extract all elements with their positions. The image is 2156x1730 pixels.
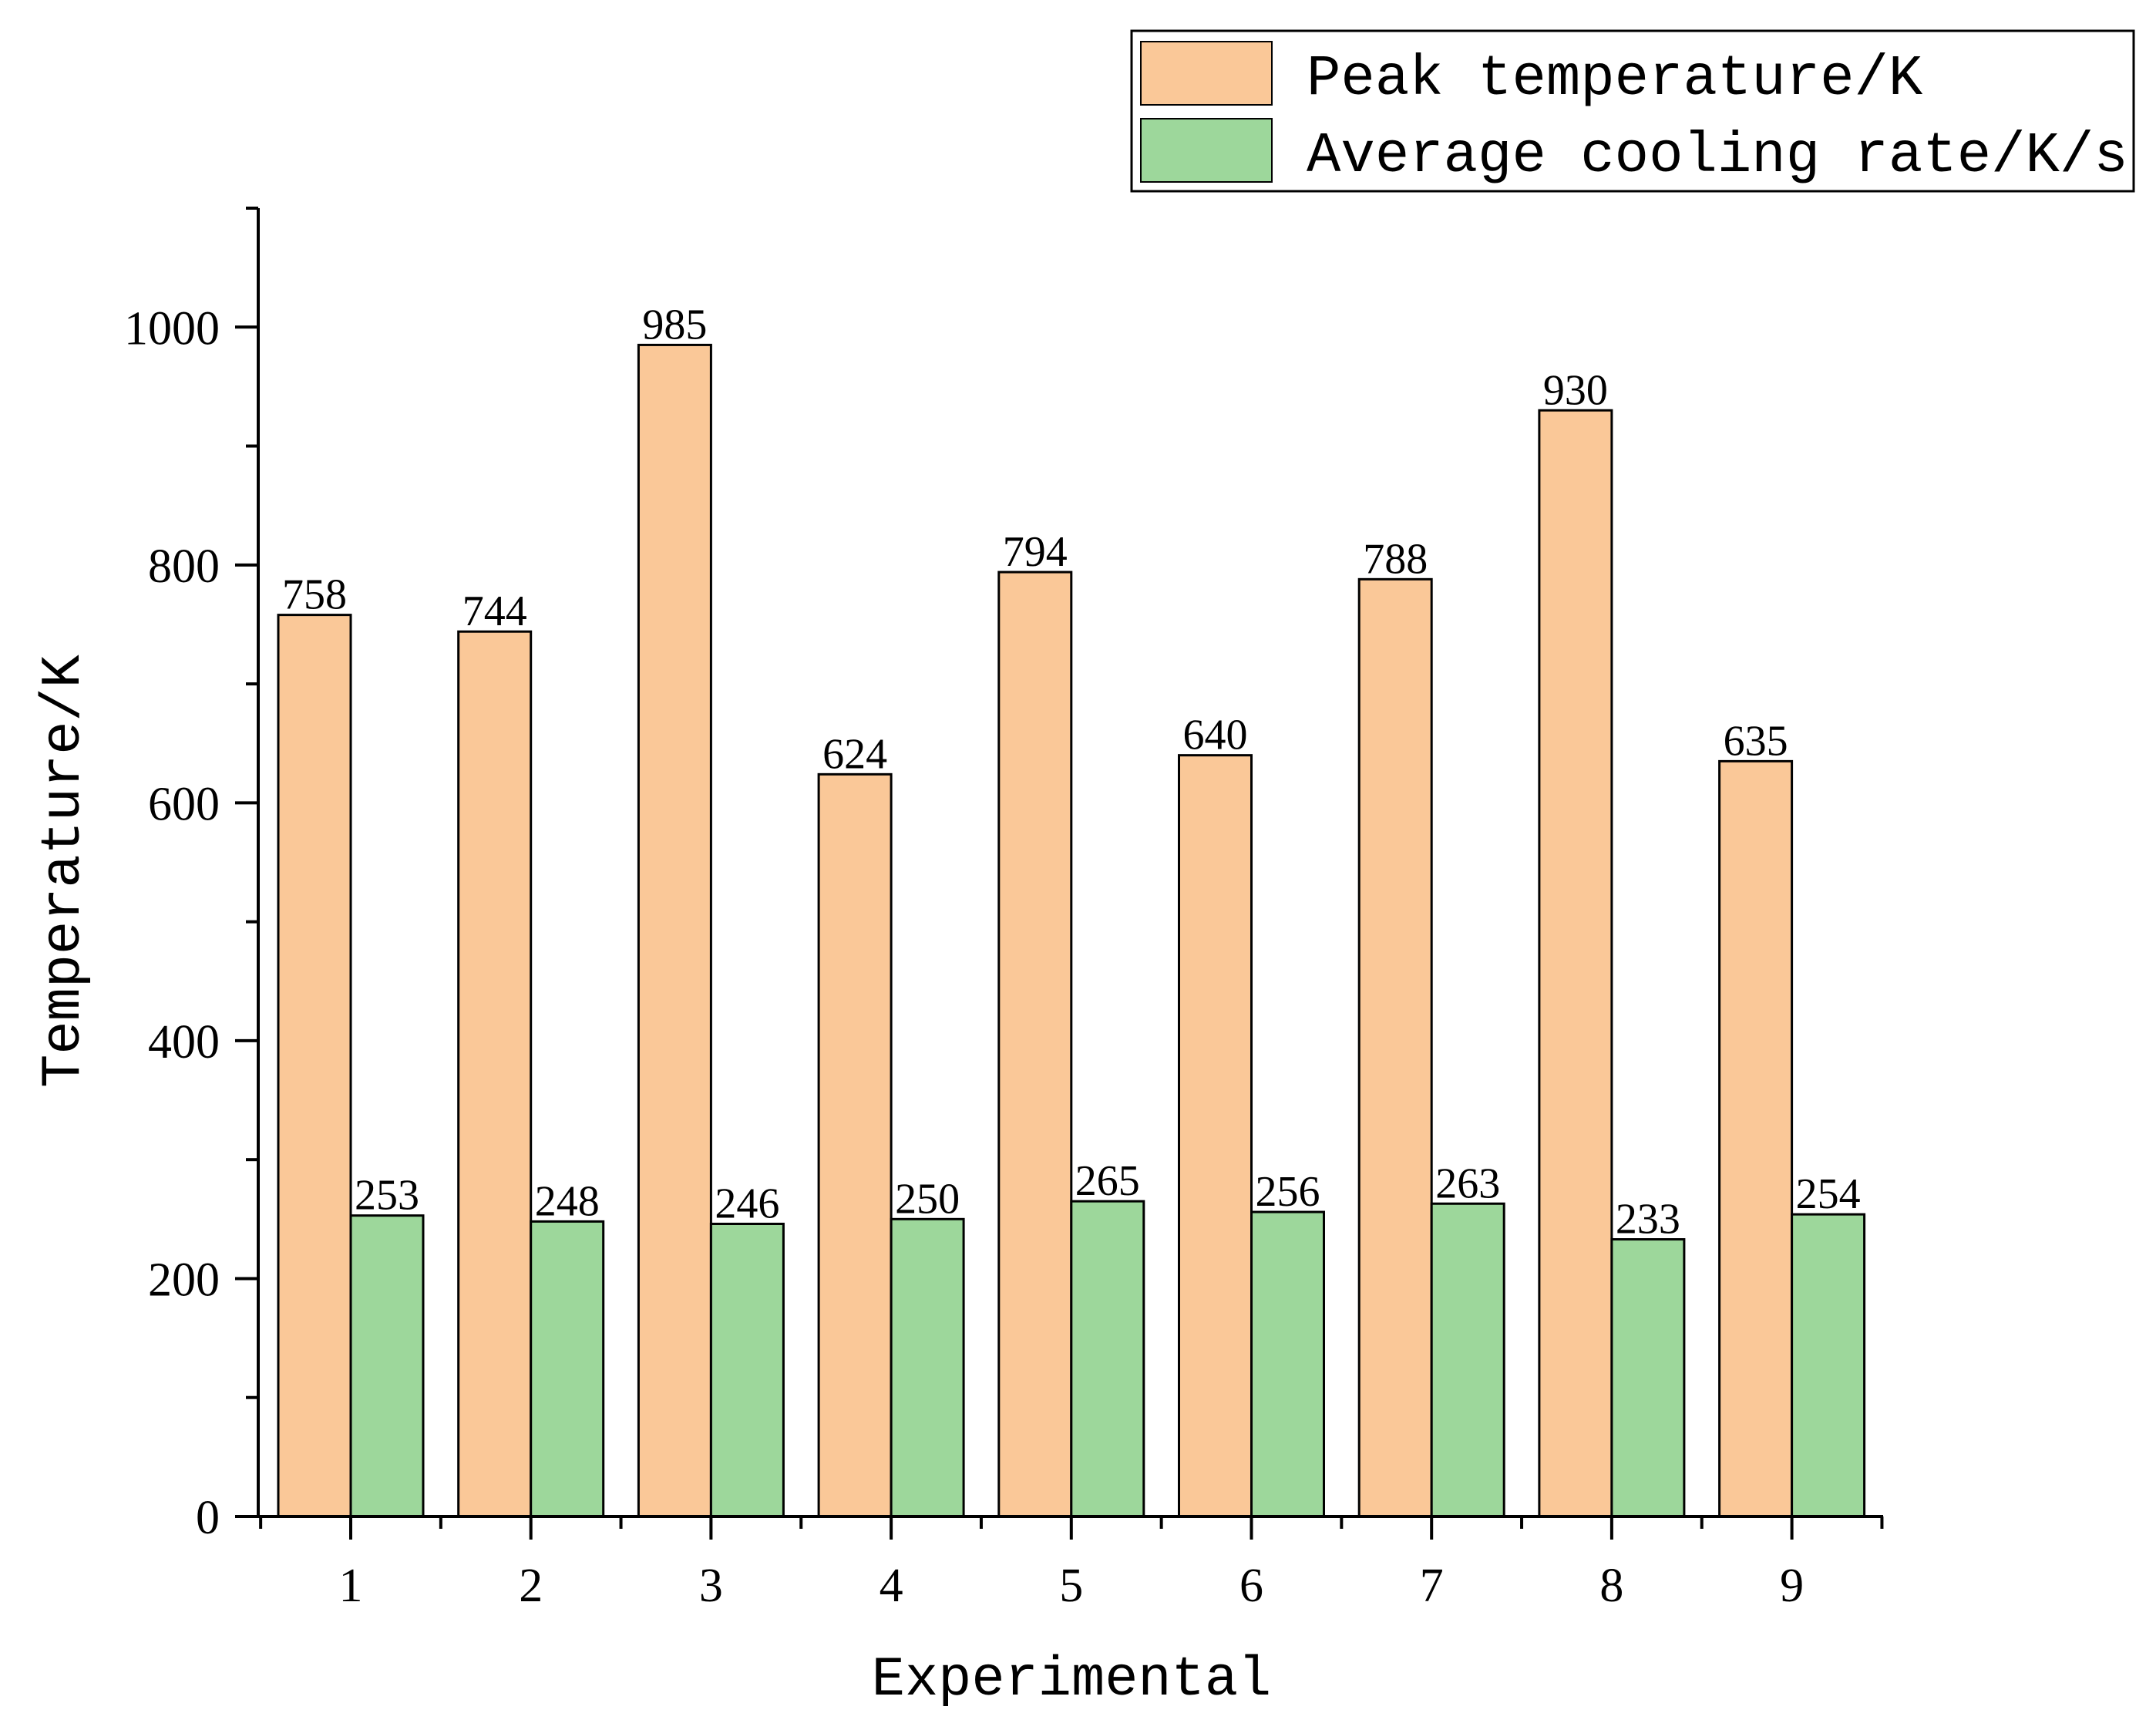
bar-cooling-rate-7 (1430, 1202, 1505, 1518)
value-label-peak-temperature-3: 985 (642, 301, 707, 348)
value-label-peak-temperature-1: 758 (282, 571, 347, 619)
x-axis: 1 2 3 4 5 6 7 8 9 (257, 1515, 1884, 1612)
legend-label-average-cooling-rate: Average cooling rate/K/s (1307, 124, 2128, 189)
x-axis-title: Experimental (872, 1648, 1271, 1711)
bar-cooling-rate-8 (1610, 1238, 1686, 1518)
x-tick-label-1: 1 (339, 1560, 363, 1612)
bar-cooling-rate-5 (1070, 1200, 1145, 1518)
x-tick-label-9: 9 (1780, 1560, 1804, 1612)
value-label-cooling-rate-4: 250 (895, 1175, 960, 1223)
legend-box (1130, 29, 2135, 193)
x-tick-label-4: 4 (880, 1560, 903, 1612)
bar-cooling-rate-3 (709, 1222, 785, 1518)
bar-cooling-rate-9 (1791, 1213, 1866, 1518)
legend-label-peak-temperature: Peak temperature/K (1307, 47, 1923, 112)
bar-cooling-rate-2 (530, 1220, 605, 1518)
bar-peak-temperature-6 (1178, 754, 1253, 1518)
bar-cooling-rate-1 (349, 1214, 425, 1518)
value-label-cooling-rate-9: 254 (1796, 1170, 1861, 1218)
value-label-cooling-rate-2: 248 (535, 1177, 600, 1225)
bar-peak-temperature-2 (457, 630, 533, 1518)
y-tick-label-1000: 1000 (124, 302, 220, 355)
bar-cooling-rate-4 (890, 1217, 965, 1518)
bar-peak-temperature-3 (637, 343, 712, 1518)
value-label-cooling-rate-7: 263 (1435, 1160, 1500, 1207)
value-label-cooling-rate-8: 233 (1616, 1196, 1680, 1244)
bar-peak-temperature-4 (817, 772, 893, 1518)
x-tick-label-3: 3 (699, 1560, 723, 1612)
bar-peak-temperature-7 (1357, 577, 1433, 1518)
value-label-peak-temperature-5: 794 (1003, 528, 1068, 576)
x-tick-label-7: 7 (1420, 1560, 1444, 1612)
value-label-peak-temperature-2: 744 (462, 587, 527, 635)
value-label-peak-temperature-7: 788 (1363, 535, 1428, 583)
bar-peak-temperature-9 (1718, 759, 1794, 1518)
value-label-cooling-rate-5: 265 (1075, 1157, 1140, 1205)
value-label-peak-temperature-9: 635 (1724, 717, 1788, 765)
value-label-peak-temperature-6: 640 (1183, 712, 1248, 759)
legend-swatch-peak-temperature (1140, 41, 1273, 106)
value-label-cooling-rate-6: 256 (1256, 1168, 1320, 1216)
x-tick-label-5: 5 (1059, 1560, 1083, 1612)
bar-peak-temperature-5 (997, 570, 1073, 1518)
bar-peak-temperature-1 (277, 614, 352, 1518)
legend: Peak temperature/K Average cooling rate/… (1130, 29, 2135, 193)
y-tick-label-400: 400 (148, 1016, 220, 1069)
y-tick-label-200: 200 (148, 1254, 220, 1306)
value-labels-layer: 758 253 744 248 985 246 624 250 794 265 640 256 788 2… (282, 301, 1861, 1243)
x-tick-label-8: 8 (1599, 1560, 1623, 1612)
y-axis: 0 200 400 600 800 1000 (124, 207, 260, 1544)
value-label-cooling-rate-1: 253 (355, 1172, 419, 1220)
bar-cooling-rate-6 (1250, 1210, 1325, 1518)
y-axis-title: Temperature/K (32, 654, 96, 1087)
y-tick-label-600: 600 (148, 778, 220, 830)
y-tick-label-0: 0 (196, 1492, 220, 1544)
x-tick-label-2: 2 (519, 1560, 543, 1612)
bar-peak-temperature-8 (1538, 409, 1613, 1518)
value-label-peak-temperature-4: 624 (822, 730, 887, 778)
y-tick-label-800: 800 (148, 540, 220, 593)
bars-layer (277, 343, 1866, 1518)
value-label-peak-temperature-8: 930 (1543, 366, 1608, 414)
value-label-cooling-rate-3: 246 (715, 1180, 779, 1227)
x-tick-label-6: 6 (1239, 1560, 1263, 1612)
legend-swatch-average-cooling-rate (1140, 118, 1273, 183)
